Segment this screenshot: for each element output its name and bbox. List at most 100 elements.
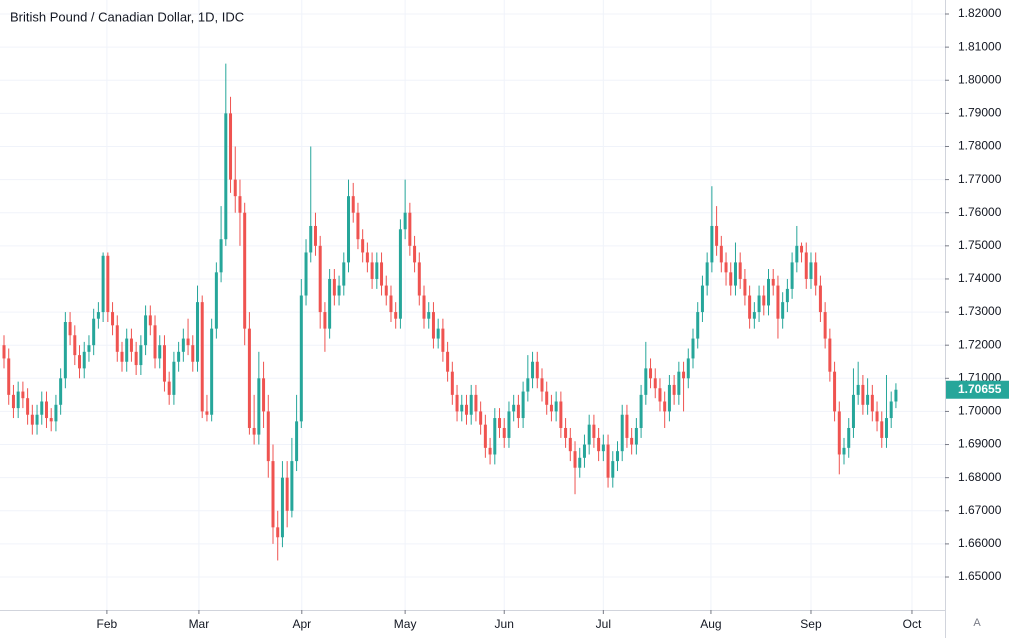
auto-scale-label[interactable]: A [973,617,981,629]
y-tick-label: 1.77000 [958,172,1002,186]
candle-body [139,345,143,366]
candle-body [370,262,374,279]
candle-body [309,225,313,253]
candle-body [894,389,898,402]
candle-body [498,418,502,428]
candle-body [172,361,176,395]
candle-body [615,451,619,462]
candle-body [106,255,110,313]
x-tick-label: May [394,617,417,631]
candle-body [870,394,874,412]
candle-body [295,421,299,462]
candle-body [167,381,171,395]
candle-body [78,355,82,369]
candle-body [724,262,728,273]
candle-body [318,245,322,313]
candle-body [757,295,761,313]
candle-body [285,477,289,511]
axes: 1.65000 1.66000 1.67000 1.68000 1.69000 1.700… [97,6,1009,631]
candle-body [7,358,11,395]
candle-body [521,391,525,419]
candle-body [767,278,771,306]
candle-body [229,113,233,180]
candle-body [101,255,105,313]
candle-body [880,421,884,438]
candle-body [446,351,450,372]
candle-body [535,361,539,379]
candle-body [54,404,58,422]
y-tick-label: 1.67000 [958,503,1002,517]
candle-body [26,398,30,415]
candle-body [833,371,837,412]
candle-body [630,437,634,445]
candle-body [375,262,379,279]
candle-body [332,278,336,296]
candle-body [351,196,355,213]
candle-body [299,295,303,422]
candle-body [884,418,888,438]
candle-body [252,427,256,435]
candle-body [752,312,756,319]
candle-body [125,338,129,362]
candle-body [634,427,638,445]
candle-body [35,414,39,425]
candle-body [814,262,818,286]
candle-body [200,302,204,412]
candle-body [148,315,152,326]
candle-body [422,295,426,319]
candle-body [16,391,20,409]
candle-body [389,295,393,313]
candle-body [455,394,459,412]
candle-body [219,239,223,273]
candle-body [748,295,752,319]
candle-body [776,285,780,319]
candle-body [266,411,270,462]
candle-body [592,424,596,438]
x-tick-label: Jun [495,617,514,631]
candle-body [781,302,785,319]
candle-body [800,245,804,253]
y-tick-label: 1.74000 [958,271,1002,285]
candle-body [861,384,865,405]
candle-body [601,444,605,452]
candle-body [323,312,327,329]
candle-body [238,196,242,213]
candle-body [649,368,653,379]
candle-body [790,262,794,289]
candle-body [663,401,667,412]
candle-body [512,404,516,412]
candle-body [597,437,601,452]
candle-body [856,384,860,395]
candle-body [771,278,775,286]
x-tick-label: Mar [189,617,210,631]
candle-body [347,196,351,263]
candle-body [738,262,742,279]
candle-body [233,179,237,197]
candle-body [606,444,610,478]
candle-body [719,245,723,263]
candle-body [68,322,72,336]
candle-body [120,351,124,362]
auto-scale-button[interactable] [966,612,988,632]
candle-body [474,394,478,412]
y-tick-label: 1.75000 [958,238,1002,252]
candle-body [186,338,190,346]
candle-body [191,345,195,362]
candle-body [493,418,497,455]
candle-body [531,361,535,379]
candle-body [2,345,6,359]
candle-body [44,401,48,419]
candle-body [729,272,733,286]
candle-body [554,401,558,412]
candle-body [247,328,251,428]
candle-body [479,411,483,425]
candle-body [436,328,440,339]
candle-body [696,312,700,339]
candle-body [686,358,690,379]
candle-body [92,318,96,346]
candle-body [59,378,63,405]
candle-body [516,404,520,419]
candle-body [502,427,506,438]
